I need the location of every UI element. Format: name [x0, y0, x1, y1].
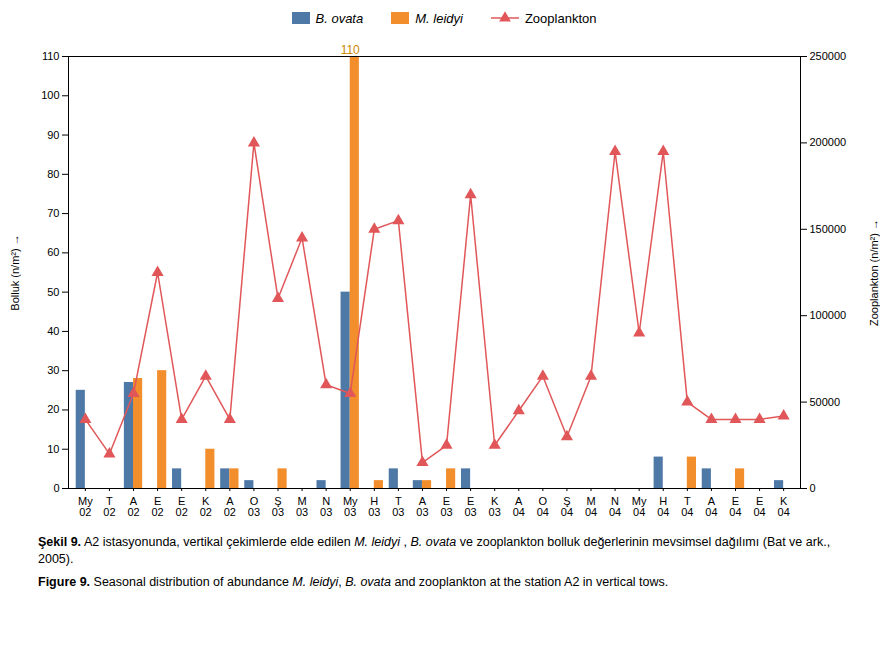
svg-text:200000: 200000 [810, 136, 847, 148]
svg-text:K03: K03 [489, 495, 501, 518]
svg-text:A04: A04 [513, 495, 525, 518]
svg-text:A03: A03 [416, 495, 428, 518]
svg-text:E02: E02 [176, 495, 188, 518]
svg-text:80: 80 [47, 168, 59, 180]
svg-text:90: 90 [47, 129, 59, 141]
svg-text:N03: N03 [320, 495, 332, 518]
svg-text:150000: 150000 [810, 223, 847, 235]
svg-text:100000: 100000 [810, 309, 847, 321]
svg-text:0: 0 [810, 482, 816, 494]
svg-text:K04: K04 [778, 495, 790, 518]
svg-text:250000: 250000 [810, 50, 847, 62]
svg-text:H03: H03 [368, 495, 380, 518]
svg-text:A02: A02 [224, 495, 236, 518]
svg-text:M03: M03 [296, 495, 308, 518]
svg-text:T03: T03 [392, 495, 404, 518]
svg-text:110: 110 [341, 43, 360, 57]
svg-text:N04: N04 [609, 495, 621, 518]
svg-text:A04: A04 [705, 495, 717, 518]
svg-text:M04: M04 [585, 495, 597, 518]
svg-text:100: 100 [41, 89, 59, 101]
svg-text:O03: O03 [248, 495, 260, 518]
svg-text:60: 60 [47, 246, 59, 258]
svg-text:Zooplankton (n/m²) →: Zooplankton (n/m²) → [868, 219, 880, 326]
svg-text:70: 70 [47, 207, 59, 219]
svg-text:K02: K02 [200, 495, 212, 518]
html-text:B. ovata: B. ovata [315, 10, 364, 26]
svg-text:50000: 50000 [810, 396, 841, 408]
svg-text:40: 40 [47, 325, 59, 337]
svg-text:My04: My04 [632, 495, 647, 518]
svg-text:A02: A02 [127, 495, 139, 518]
svg-text:Bolluk (n/m²) →: Bolluk (n/m²) → [9, 234, 21, 310]
svg-text:E04: E04 [729, 495, 741, 518]
html-text:Zooplankton: Zooplankton [524, 10, 597, 26]
svg-text:T04: T04 [681, 495, 693, 518]
svg-text:Ş04: Ş04 [561, 495, 573, 518]
svg-text:E03: E03 [440, 495, 452, 518]
html-text:Figure 9. Seasonal distributio: Figure 9. Seasonal distribution of abund… [38, 574, 669, 589]
svg-text:O04: O04 [537, 495, 549, 518]
svg-text:20: 20 [47, 403, 59, 415]
html-text:Şekil 9. A2 istasyonunda, vert: Şekil 9. A2 istasyonunda, vertikal çekim… [38, 535, 831, 566]
svg-text:Ş03: Ş03 [272, 495, 284, 518]
svg-text:30: 30 [47, 364, 59, 376]
svg-text:E02: E02 [151, 495, 163, 518]
svg-text:110: 110 [42, 50, 60, 62]
svg-text:E03: E03 [464, 495, 476, 518]
svg-text:50: 50 [47, 286, 59, 298]
svg-text:My02: My02 [78, 495, 93, 518]
svg-text:T02: T02 [103, 495, 115, 518]
svg-text:0: 0 [53, 482, 59, 494]
svg-text:E04: E04 [753, 495, 765, 518]
svg-text:H04: H04 [657, 495, 669, 518]
svg-text:10: 10 [47, 443, 59, 455]
html-text:M. leidyi: M. leidyi [415, 10, 463, 26]
svg-text:My03: My03 [343, 495, 358, 518]
